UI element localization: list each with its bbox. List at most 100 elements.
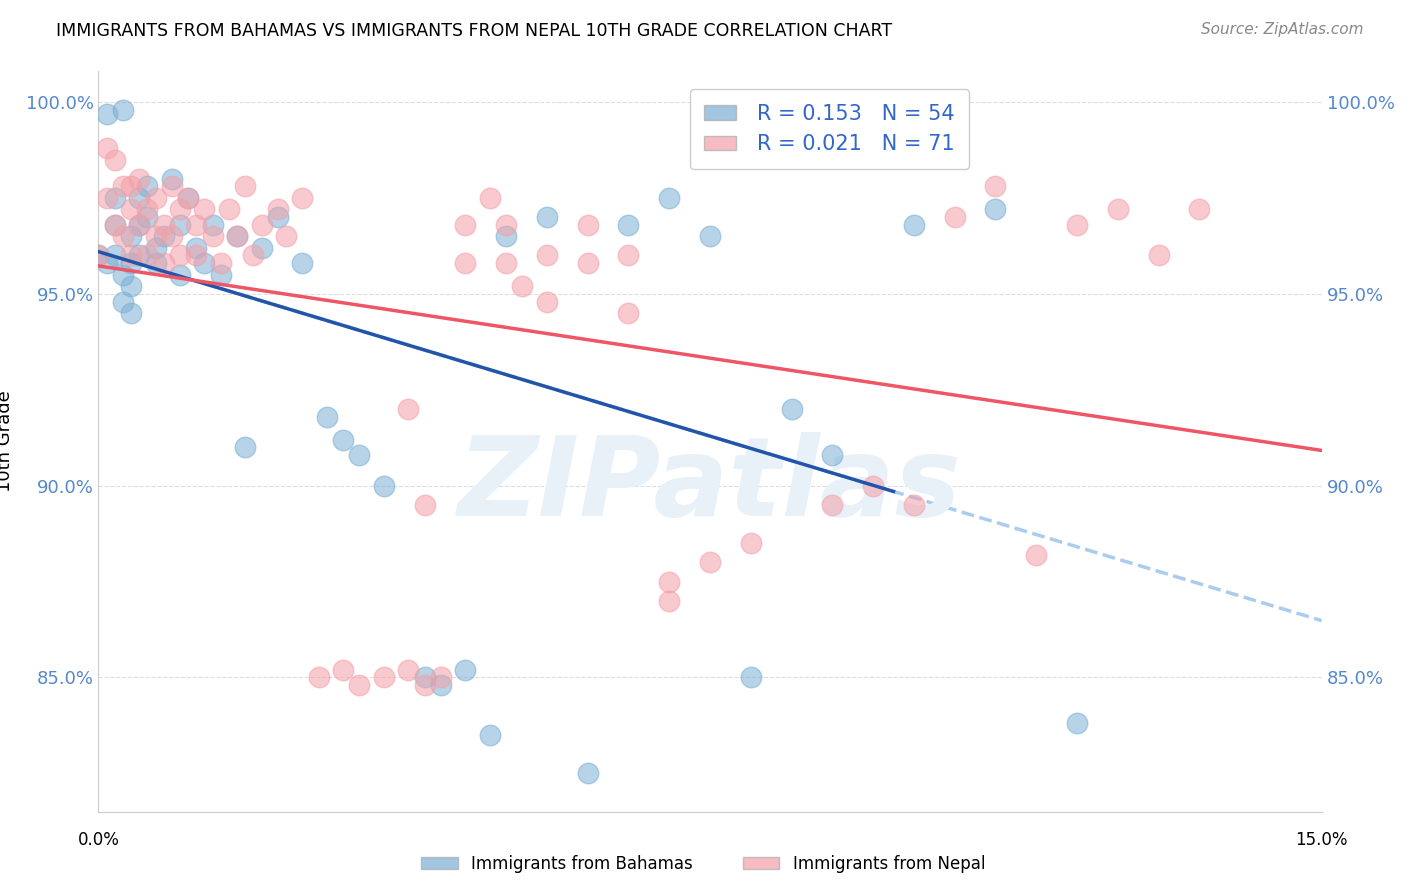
Point xyxy=(430,670,453,684)
Point xyxy=(495,229,517,244)
Point xyxy=(396,401,419,416)
Point xyxy=(308,670,330,684)
Point xyxy=(576,766,599,780)
Point xyxy=(478,191,501,205)
Point xyxy=(233,179,256,194)
Point xyxy=(177,191,200,205)
Point xyxy=(226,229,249,244)
Point xyxy=(821,448,844,462)
Point xyxy=(349,448,371,462)
Point xyxy=(454,256,477,270)
Point xyxy=(160,229,183,244)
Point xyxy=(111,103,134,117)
Point xyxy=(658,191,681,205)
Point xyxy=(87,248,110,262)
Point xyxy=(576,218,599,232)
Point xyxy=(152,256,174,270)
Point xyxy=(120,256,142,270)
Point xyxy=(169,218,191,232)
Point xyxy=(152,218,174,232)
Point xyxy=(120,202,142,217)
Point xyxy=(780,401,803,416)
Point xyxy=(201,218,224,232)
Text: 0.0%: 0.0% xyxy=(77,831,120,849)
Point xyxy=(242,248,264,262)
Point xyxy=(274,229,297,244)
Point xyxy=(495,256,517,270)
Point xyxy=(218,202,240,217)
Point xyxy=(943,210,966,224)
Point xyxy=(699,229,721,244)
Point xyxy=(862,478,884,492)
Point xyxy=(617,218,640,232)
Point xyxy=(267,202,290,217)
Legend: R = 0.153   N = 54, R = 0.021   N = 71: R = 0.153 N = 54, R = 0.021 N = 71 xyxy=(690,89,969,169)
Point xyxy=(186,248,208,262)
Point xyxy=(413,498,436,512)
Point xyxy=(169,248,191,262)
Point xyxy=(193,202,215,217)
Point xyxy=(120,179,142,194)
Point xyxy=(201,229,224,244)
Point xyxy=(104,248,127,262)
Point xyxy=(160,171,183,186)
Point xyxy=(104,153,127,167)
Point xyxy=(250,241,273,255)
Point xyxy=(145,256,167,270)
Point xyxy=(169,268,191,282)
Text: ZIPatlas: ZIPatlas xyxy=(458,433,962,540)
Point xyxy=(536,294,558,309)
Point xyxy=(169,202,191,217)
Point xyxy=(128,218,150,232)
Point xyxy=(87,248,110,262)
Point xyxy=(128,218,150,232)
Point xyxy=(1025,548,1047,562)
Point xyxy=(104,218,127,232)
Point xyxy=(111,179,134,194)
Point xyxy=(495,218,517,232)
Text: IMMIGRANTS FROM BAHAMAS VS IMMIGRANTS FROM NEPAL 10TH GRADE CORRELATION CHART: IMMIGRANTS FROM BAHAMAS VS IMMIGRANTS FR… xyxy=(56,22,893,40)
Point xyxy=(454,218,477,232)
Point xyxy=(145,241,167,255)
Point xyxy=(349,678,371,692)
Point xyxy=(536,248,558,262)
Point xyxy=(291,256,314,270)
Point xyxy=(1066,218,1088,232)
Point xyxy=(145,229,167,244)
Point xyxy=(250,218,273,232)
Point xyxy=(267,210,290,224)
Point xyxy=(160,179,183,194)
Point xyxy=(478,728,501,742)
Point xyxy=(233,440,256,454)
Point xyxy=(120,248,142,262)
Point xyxy=(373,478,395,492)
Point xyxy=(821,498,844,512)
Legend: Immigrants from Bahamas, Immigrants from Nepal: Immigrants from Bahamas, Immigrants from… xyxy=(415,848,991,880)
Point xyxy=(373,670,395,684)
Point xyxy=(136,210,159,224)
Point xyxy=(209,256,232,270)
Point xyxy=(104,191,127,205)
Point xyxy=(617,306,640,320)
Point xyxy=(96,191,118,205)
Point xyxy=(740,670,762,684)
Point xyxy=(740,536,762,550)
Point xyxy=(120,306,142,320)
Point xyxy=(903,498,925,512)
Point xyxy=(984,179,1007,194)
Point xyxy=(128,191,150,205)
Point xyxy=(136,248,159,262)
Point xyxy=(186,218,208,232)
Point xyxy=(177,191,200,205)
Text: Source: ZipAtlas.com: Source: ZipAtlas.com xyxy=(1201,22,1364,37)
Point xyxy=(1107,202,1129,217)
Point xyxy=(1066,716,1088,731)
Point xyxy=(396,663,419,677)
Point xyxy=(96,141,118,155)
Point xyxy=(1147,248,1170,262)
Point xyxy=(413,678,436,692)
Point xyxy=(120,279,142,293)
Point xyxy=(617,248,640,262)
Point xyxy=(658,574,681,589)
Point xyxy=(111,268,134,282)
